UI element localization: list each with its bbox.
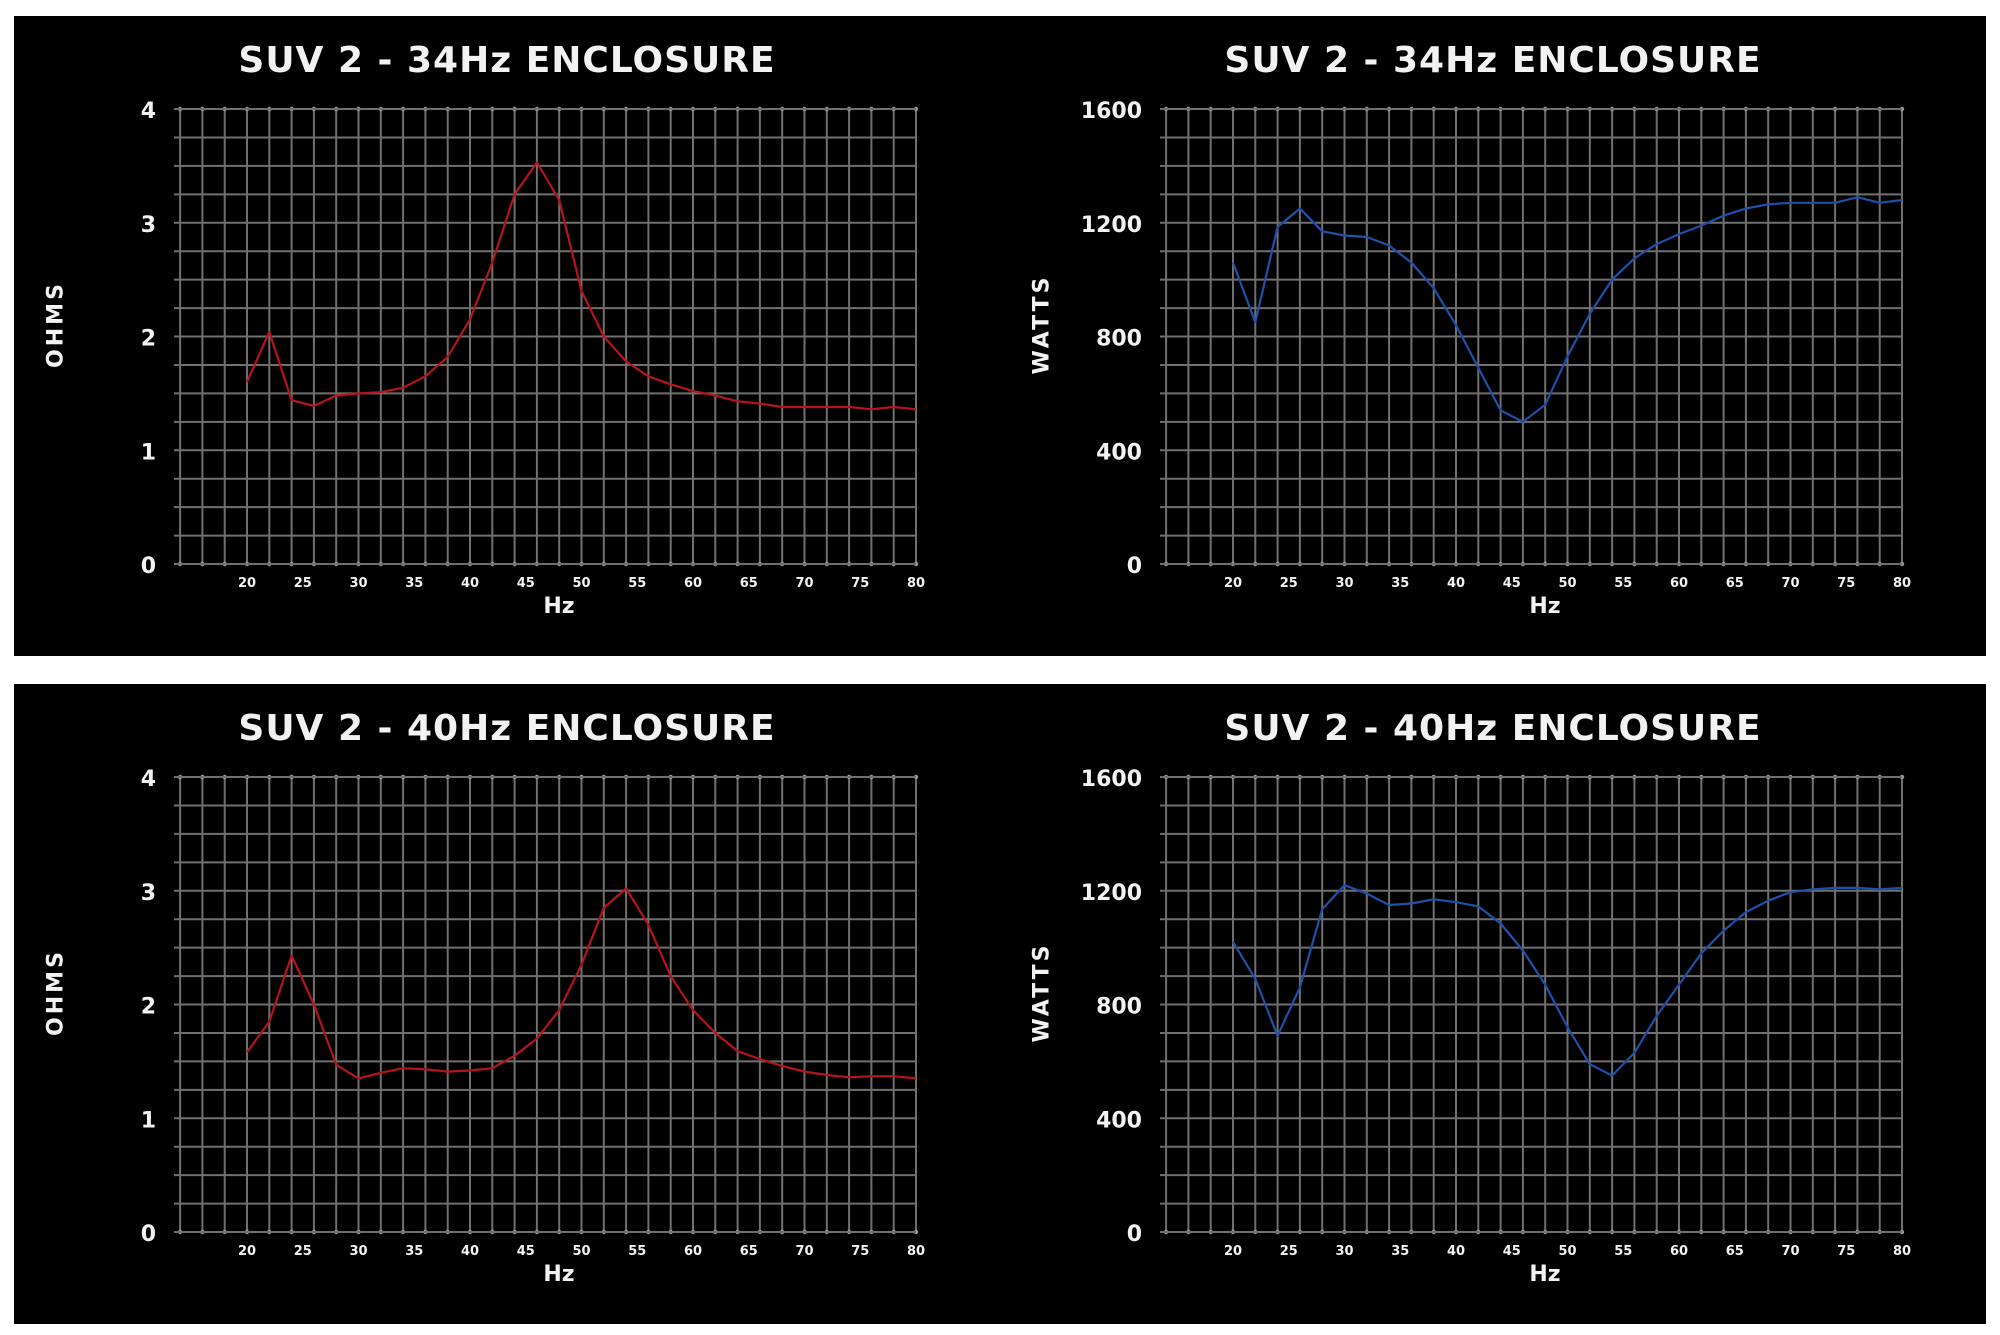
- x-tick-label: 70: [795, 1244, 813, 1259]
- x-tick-label: 50: [1558, 576, 1576, 591]
- series-line: [1231, 196, 1903, 423]
- y-tick-label: 4: [141, 99, 156, 124]
- impedance-chart-34hz: 0 1 2 3 4 20 25 30 35 40 45 50 55 60 65 70 75 80 SUV 2 - …: [14, 16, 1000, 656]
- x-tick-label: 75: [1837, 576, 1855, 591]
- x-tick-label: 30: [349, 576, 367, 591]
- y-tick-label: 400: [1096, 1108, 1142, 1133]
- y-tick-label: 1200: [1081, 213, 1142, 238]
- x-tick-label: 80: [1893, 576, 1911, 591]
- x-tick-label: 70: [1781, 576, 1799, 591]
- y-tick-label: 0: [1127, 1222, 1142, 1247]
- chart-title: SUV 2 - 40Hz ENCLOSURE: [238, 708, 776, 749]
- x-axis-label: Hz: [543, 1262, 575, 1287]
- y-tick-label: 2: [141, 995, 156, 1020]
- x-tick-label: 70: [795, 576, 813, 591]
- x-tick-label: 80: [1893, 1244, 1911, 1259]
- x-tick-label: 35: [1391, 576, 1409, 591]
- chart-plot-area: 0 400 800 1200 1600 20 25 30 35 40 45 50 55 60 65 70 75 8…: [1081, 99, 1911, 591]
- y-tick-label: 3: [141, 213, 156, 238]
- y-tick-label: 400: [1096, 440, 1142, 465]
- y-tick-label: 800: [1096, 995, 1142, 1020]
- x-tick-label: 35: [405, 576, 423, 591]
- y-tick-label: 3: [141, 881, 156, 906]
- y-tick-label: 1600: [1081, 767, 1142, 792]
- x-tick-label: 35: [1391, 1244, 1409, 1259]
- chart-plot-area: 0 400 800 1200 1600 20 25 30 35 40 45 50 55 60 65 70 75 8…: [1081, 767, 1911, 1259]
- x-tick-label: 45: [1503, 1244, 1521, 1259]
- x-tick-label: 40: [1447, 1244, 1465, 1259]
- x-axis-label: Hz: [543, 594, 575, 619]
- x-tick-label: 20: [1224, 576, 1242, 591]
- x-tick-label: 70: [1781, 1244, 1799, 1259]
- x-tick-label: 45: [517, 1244, 535, 1259]
- x-tick-label: 45: [517, 576, 535, 591]
- x-tick-label: 25: [294, 1244, 312, 1259]
- y-tick-label: 1: [141, 1108, 156, 1133]
- y-tick-label: 800: [1096, 327, 1142, 352]
- y-axis-label: OHMS: [43, 949, 69, 1036]
- y-axis-label: OHMS: [43, 281, 69, 368]
- x-tick-label: 55: [628, 576, 646, 591]
- x-tick-label: 55: [1614, 576, 1632, 591]
- chart-plot-area: 0 1 2 3 4 20 25 30 35 40 45 50 55 60 65 70 75 80: [141, 767, 925, 1259]
- x-tick-label: 40: [461, 1244, 479, 1259]
- x-tick-label: 80: [907, 1244, 925, 1259]
- y-tick-label: 1200: [1081, 881, 1142, 906]
- x-tick-label: 20: [238, 1244, 256, 1259]
- y-tick-label: 4: [141, 767, 156, 792]
- series-line: [245, 161, 917, 411]
- top-panel: 0 1 2 3 4 20 25 30 35 40 45 50 55 60 65 70 75 80 SUV 2 - …: [14, 16, 1986, 656]
- x-tick-label: 75: [851, 576, 869, 591]
- x-tick-label: 40: [461, 576, 479, 591]
- x-tick-label: 60: [1670, 576, 1688, 591]
- y-axis-label: WATTS: [1029, 274, 1055, 375]
- y-tick-label: 0: [1127, 554, 1142, 579]
- x-tick-label: 30: [1335, 576, 1353, 591]
- x-tick-label: 65: [1726, 1244, 1744, 1259]
- x-tick-label: 40: [1447, 576, 1465, 591]
- bottom-panel: 0 1 2 3 4 20 25 30 35 40 45 50 55 60 65 70 75 80 SUV 2 - …: [14, 684, 1986, 1324]
- x-tick-label: 50: [572, 1244, 590, 1259]
- x-tick-label: 20: [1224, 1244, 1242, 1259]
- x-tick-label: 60: [684, 1244, 702, 1259]
- x-tick-label: 80: [907, 576, 925, 591]
- x-tick-label: 25: [1280, 1244, 1298, 1259]
- x-tick-label: 50: [572, 576, 590, 591]
- series-line: [1232, 884, 1903, 1077]
- x-tick-label: 35: [405, 1244, 423, 1259]
- x-tick-label: 20: [238, 576, 256, 591]
- x-tick-label: 60: [684, 576, 702, 591]
- impedance-chart-40hz: 0 1 2 3 4 20 25 30 35 40 45 50 55 60 65 70 75 80 SUV 2 - …: [14, 684, 1000, 1324]
- x-tick-label: 65: [740, 1244, 758, 1259]
- x-tick-label: 50: [1558, 1244, 1576, 1259]
- y-tick-label: 0: [141, 554, 156, 579]
- x-tick-label: 55: [1614, 1244, 1632, 1259]
- x-tick-label: 30: [1335, 1244, 1353, 1259]
- x-tick-label: 30: [349, 1244, 367, 1259]
- y-tick-label: 2: [141, 327, 156, 352]
- x-tick-label: 65: [740, 576, 758, 591]
- x-tick-label: 55: [628, 1244, 646, 1259]
- x-tick-label: 60: [1670, 1244, 1688, 1259]
- x-tick-label: 45: [1503, 576, 1521, 591]
- chart-title: SUV 2 - 34Hz ENCLOSURE: [238, 40, 776, 81]
- x-axis-label: Hz: [1529, 1262, 1561, 1287]
- x-tick-label: 75: [1837, 1244, 1855, 1259]
- y-tick-label: 1600: [1081, 99, 1142, 124]
- power-chart-40hz: 0 400 800 1200 1600 20 25 30 35 40 45 50 55 60 65 70 75 8…: [1000, 684, 1986, 1324]
- y-axis-label: WATTS: [1029, 942, 1055, 1043]
- x-tick-label: 75: [851, 1244, 869, 1259]
- y-tick-label: 1: [141, 440, 156, 465]
- x-tick-label: 65: [1726, 576, 1744, 591]
- series-line: [246, 887, 917, 1080]
- chart-title: SUV 2 - 40Hz ENCLOSURE: [1224, 708, 1762, 749]
- x-tick-label: 25: [1280, 576, 1298, 591]
- x-tick-label: 25: [294, 576, 312, 591]
- power-chart-34hz: 0 400 800 1200 1600 20 25 30 35 40 45 50 55 60 65 70 75 8…: [1000, 16, 1986, 656]
- chart-plot-area: 0 1 2 3 4 20 25 30 35 40 45 50 55 60 65 70 75 80: [141, 99, 925, 591]
- chart-title: SUV 2 - 34Hz ENCLOSURE: [1224, 40, 1762, 81]
- y-tick-label: 0: [141, 1222, 156, 1247]
- x-axis-label: Hz: [1529, 594, 1561, 619]
